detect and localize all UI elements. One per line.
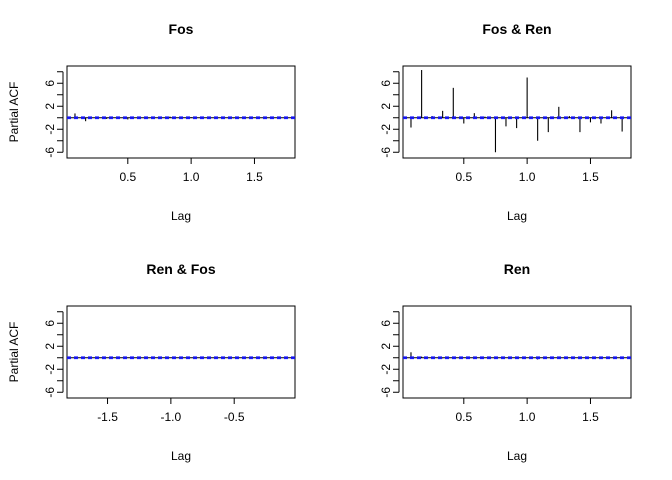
x-tick-label: -1.5	[97, 410, 118, 424]
panel-4: Ren 0.5 1.0 1.5 Lag -6 -2 2 6	[379, 261, 632, 463]
x-axis: -1.5 -1.0 -0.5 Lag	[97, 397, 245, 463]
x-axis-title: Lag	[507, 449, 527, 463]
plot-frame	[402, 305, 632, 399]
y-tick-label: -2	[379, 124, 393, 135]
y-tick-label: 6	[43, 320, 57, 327]
plot-frame	[402, 65, 632, 159]
x-tick-label: 1.5	[246, 170, 263, 184]
y-axis: -6 -2 2 6	[379, 311, 400, 398]
y-tick-label: -6	[43, 387, 57, 398]
x-tick-label: 0.5	[455, 170, 472, 184]
y-tick-label: -2	[43, 124, 57, 135]
y-axis-title: Partial ACF	[7, 322, 21, 383]
plot-frame	[66, 65, 296, 159]
panel-title: Fos & Ren	[482, 21, 551, 37]
panel-title: Ren & Fos	[146, 261, 215, 277]
y-tick-label: 6	[43, 80, 57, 87]
y-axis: -6 -2 2 6 Partial ACF	[7, 71, 64, 158]
y-tick-label: -6	[379, 147, 393, 158]
y-tick-label: -2	[379, 364, 393, 375]
x-tick-label: 1.0	[183, 170, 200, 184]
panel-1: Fos 0.5 1.0 1.5 Lag -6 -2 2 6 Partial ACF	[7, 21, 296, 223]
y-axis: -6 -2 2 6	[379, 71, 400, 158]
x-axis: 0.5 1.0 1.5 Lag	[119, 157, 263, 223]
y-axis-title: Partial ACF	[7, 82, 21, 143]
y-tick-label: 6	[379, 80, 393, 87]
y-tick-label: 2	[43, 343, 57, 350]
x-axis: 0.5 1.0 1.5 Lag	[455, 397, 599, 463]
x-tick-label: 1.5	[582, 170, 599, 184]
x-axis: 0.5 1.0 1.5 Lag	[455, 157, 599, 223]
x-tick-label: -0.5	[224, 410, 245, 424]
x-tick-label: 0.5	[119, 170, 136, 184]
y-tick-label: 2	[43, 103, 57, 110]
panel-title: Ren	[504, 261, 530, 277]
y-axis: -6 -2 2 6 Partial ACF	[7, 311, 64, 398]
y-tick-label: -2	[43, 364, 57, 375]
panel-3: Ren & Fos -1.5 -1.0 -0.5 Lag -6 -2 2 6 Partial AC…	[7, 261, 296, 463]
y-tick-label: 2	[379, 103, 393, 110]
x-axis-title: Lag	[171, 209, 191, 223]
x-tick-label: -1.0	[161, 410, 182, 424]
y-tick-label: 2	[379, 343, 393, 350]
x-axis-title: Lag	[507, 209, 527, 223]
x-tick-label: 1.0	[519, 410, 536, 424]
plot-frame	[66, 305, 296, 399]
panel-title: Fos	[169, 21, 194, 37]
y-tick-label: -6	[379, 387, 393, 398]
x-tick-label: 0.5	[455, 410, 472, 424]
panel-2: Fos & Ren 0.5 1.0 1.5 Lag -6 -2 2 6	[379, 21, 632, 223]
x-axis-title: Lag	[171, 449, 191, 463]
y-tick-label: 6	[379, 320, 393, 327]
x-tick-label: 1.0	[519, 170, 536, 184]
y-tick-label: -6	[43, 147, 57, 158]
x-tick-label: 1.5	[582, 410, 599, 424]
